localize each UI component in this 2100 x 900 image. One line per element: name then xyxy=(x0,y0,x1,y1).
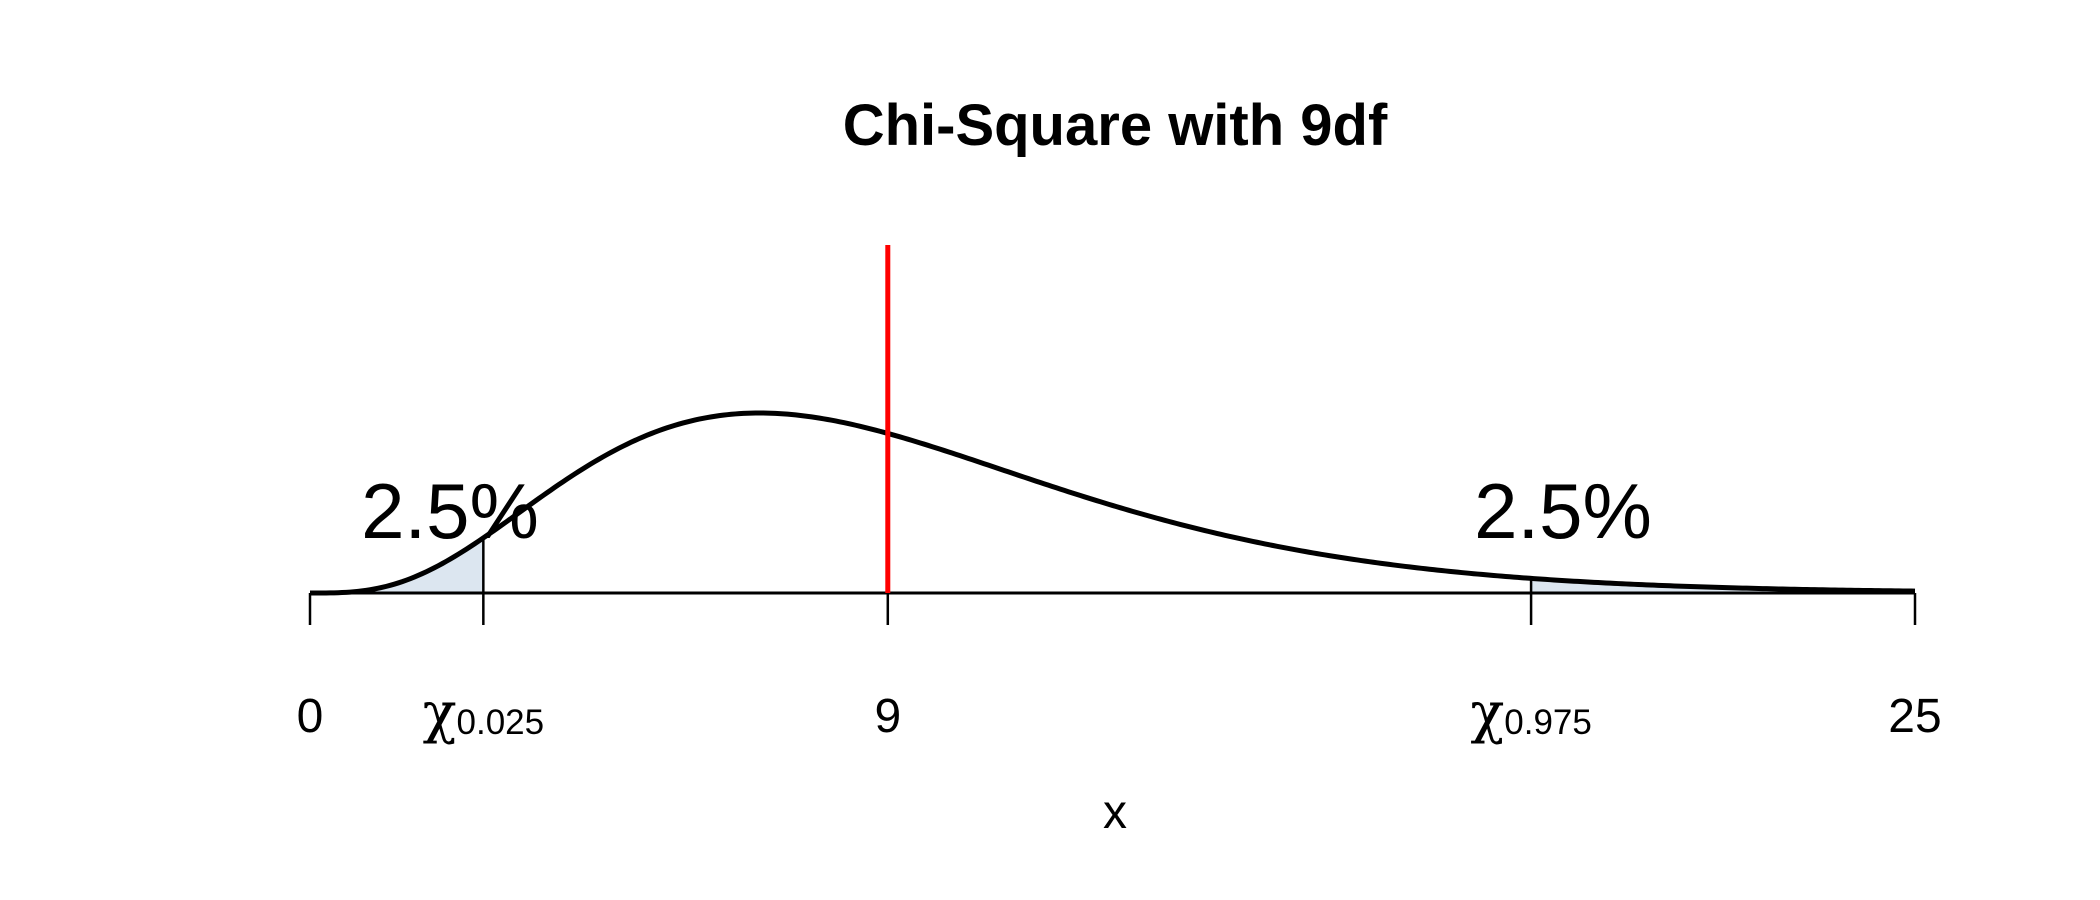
chi-symbol: χ xyxy=(423,681,457,746)
x-tick-label-critical: χ0.025 xyxy=(423,681,545,746)
x-axis-label: x xyxy=(1103,786,1127,839)
chi-subscript: 0.975 xyxy=(1504,703,1592,742)
x-tick-label: 25 xyxy=(1888,690,1941,743)
lower-tail-percent-label: 2.5% xyxy=(361,467,539,555)
chart-title: Chi-Square with 9df xyxy=(843,93,1388,158)
density-curve xyxy=(310,410,1916,596)
chi-symbol: χ xyxy=(1470,681,1504,746)
plot-area: 0 χ0.025 9 χ0.975 252.5% 2.5% xyxy=(297,245,1942,746)
upper-tail-area xyxy=(1531,578,1915,593)
upper-tail-percent-label: 2.5% xyxy=(1474,467,1652,555)
x-tick-label: 0 xyxy=(297,690,324,743)
x-tick-label: 9 xyxy=(874,690,901,743)
chi-subscript: 0.025 xyxy=(457,703,545,742)
x-tick-label-critical: χ0.975 xyxy=(1470,681,1592,746)
lower-tail-area xyxy=(310,537,484,593)
